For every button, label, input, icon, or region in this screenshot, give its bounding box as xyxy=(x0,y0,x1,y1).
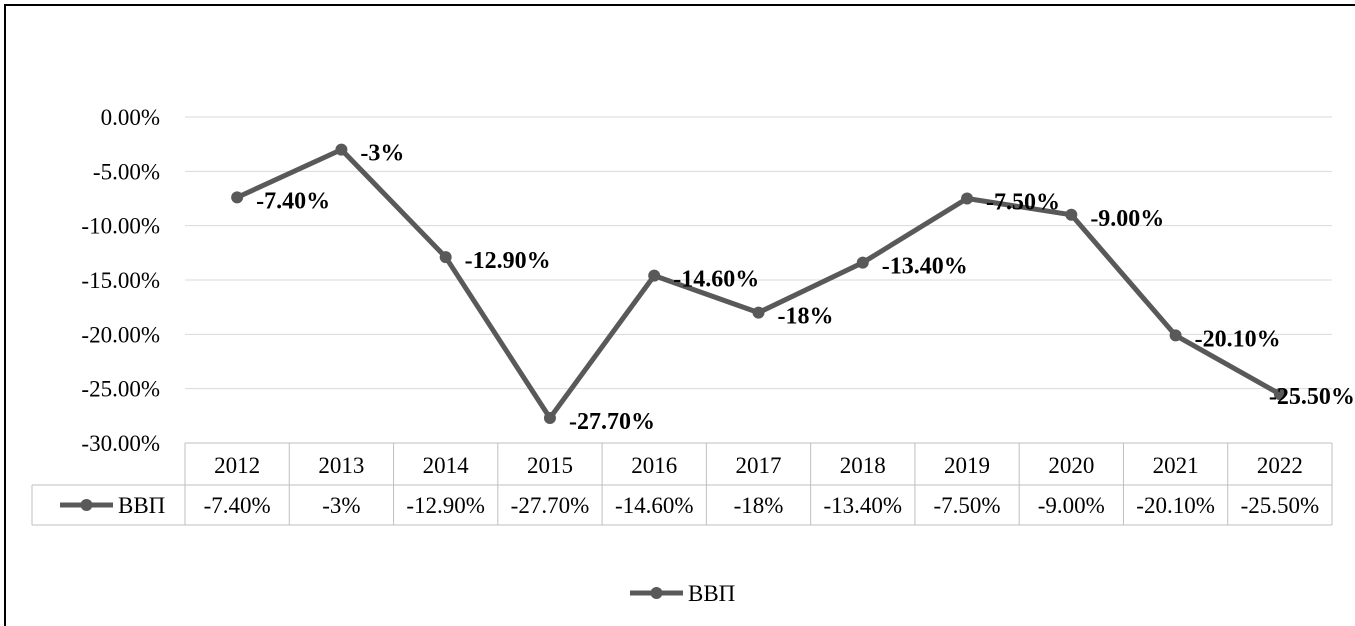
data-table: 2012 2013 2014 2015 2016 2017 2018 2019 2020 2021… xyxy=(31,442,1333,526)
data-label: -20.10% xyxy=(1195,326,1281,352)
gridlines xyxy=(185,116,1332,390)
y-tick-label: -30.00% xyxy=(81,431,160,456)
y-tick-label: -10.00% xyxy=(81,214,160,239)
table-value-cell: -9.00% xyxy=(1038,493,1105,518)
y-tick-label: -25.00% xyxy=(81,377,160,402)
legend: ВВП xyxy=(630,581,735,606)
data-label: -13.40% xyxy=(882,254,968,280)
x-category-label: 2021 xyxy=(1153,453,1199,478)
data-label: -18% xyxy=(778,304,834,330)
table-series-name: ВВП xyxy=(118,493,165,518)
x-category-label: 2012 xyxy=(214,453,260,478)
data-point xyxy=(439,251,452,264)
table-value-cell: -13.40% xyxy=(823,493,902,518)
y-tick-label: -15.00% xyxy=(81,268,160,293)
data-label: -12.90% xyxy=(465,248,551,274)
x-category-label: 2019 xyxy=(944,453,990,478)
data-label: -7.40% xyxy=(256,188,330,214)
x-category-label: 2014 xyxy=(423,453,470,478)
table-value-cell: -7.50% xyxy=(934,493,1001,518)
data-point xyxy=(1273,388,1286,401)
data-point xyxy=(231,191,244,204)
data-point xyxy=(335,143,348,156)
data-label: -3% xyxy=(360,141,404,167)
data-label: -27.70% xyxy=(569,409,655,435)
table-value-cell: -3% xyxy=(322,493,360,518)
table-legend-marker-icon xyxy=(80,499,93,511)
x-category-label: 2016 xyxy=(631,453,677,478)
data-point xyxy=(648,269,661,282)
data-labels: -7.40% -3% -12.90% -27.70% -14.60% -18% -13.40… xyxy=(256,141,1355,435)
data-point xyxy=(856,256,869,269)
legend-marker-icon xyxy=(650,587,663,599)
table-value-cell: -25.50% xyxy=(1241,493,1320,518)
chart-border xyxy=(4,4,1355,626)
series-gdp xyxy=(231,143,1286,425)
table-value-cell: -14.60% xyxy=(615,493,694,518)
table-value-cell: -7.40% xyxy=(204,493,271,518)
data-point xyxy=(543,412,556,425)
data-label: -9.00% xyxy=(1090,206,1164,232)
y-tick-label: -5.00% xyxy=(93,159,160,184)
legend-label: ВВП xyxy=(688,581,735,606)
x-category-label: 2022 xyxy=(1257,453,1303,478)
data-point xyxy=(752,306,765,319)
x-category-label: 2013 xyxy=(318,453,364,478)
x-category-label: 2017 xyxy=(736,453,782,478)
data-label: -14.60% xyxy=(673,267,759,293)
data-label: -7.50% xyxy=(986,190,1060,216)
y-tick-label: 0.00% xyxy=(101,105,160,130)
table-value-cell: -27.70% xyxy=(511,493,590,518)
y-tick-label: -20.00% xyxy=(81,322,160,347)
data-label: -25.50% xyxy=(1269,384,1355,410)
data-point xyxy=(1169,329,1182,342)
table-value-cell: -18% xyxy=(734,493,784,518)
data-point xyxy=(1065,208,1078,221)
table-value-cell: -20.10% xyxy=(1136,493,1215,518)
table-value-cell: -12.90% xyxy=(406,493,485,518)
data-point xyxy=(961,192,974,205)
x-category-label: 2015 xyxy=(527,453,573,478)
y-axis-ticks: 0.00% -5.00% -10.00% -15.00% -20.00% -25.00% -… xyxy=(81,105,160,456)
x-category-label: 2018 xyxy=(840,453,886,478)
x-category-label: 2020 xyxy=(1048,453,1094,478)
